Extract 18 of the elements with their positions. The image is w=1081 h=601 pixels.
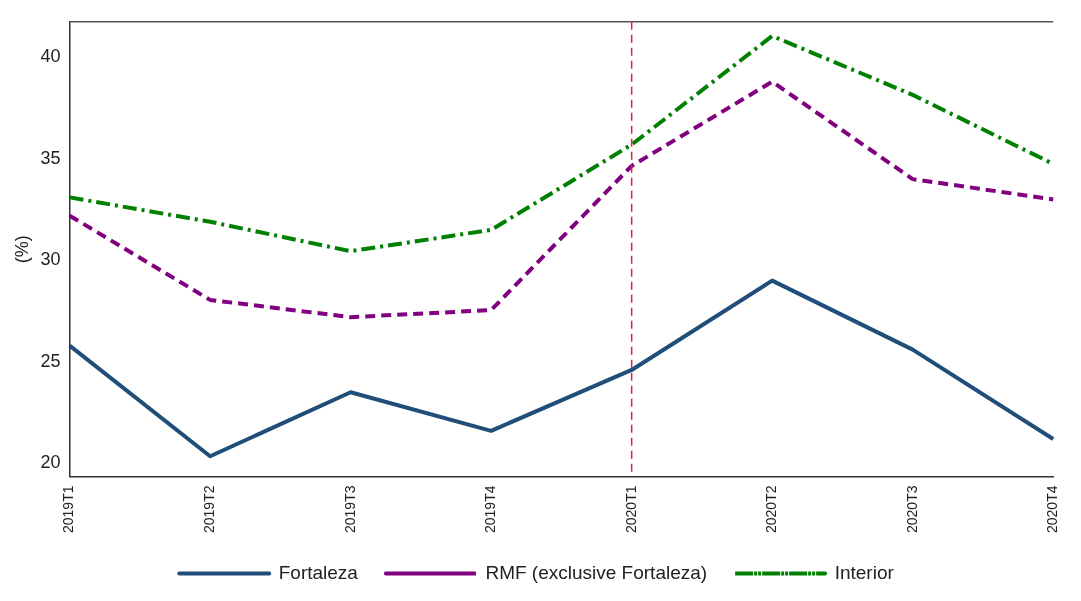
y-tick-label: 40	[40, 46, 61, 67]
x-tick-label: 2020T1	[622, 485, 639, 533]
legend-label: RMF (exclusive Fortaleza)	[485, 561, 708, 583]
x-tick-label: 2020T3	[903, 485, 920, 533]
line-series	[67, 79, 1056, 320]
y-tick-label: 20	[40, 452, 61, 473]
y-tick-label: 35	[40, 147, 61, 168]
x-tick-label: 2019T2	[200, 485, 217, 533]
x-tick-label: 2020T2	[763, 485, 780, 533]
y-tick-label: 25	[40, 350, 61, 371]
x-tick-label: 2019T3	[341, 485, 358, 533]
x-tick-label: 2019T4	[482, 485, 499, 533]
y-axis-title: (%)	[11, 235, 32, 264]
legend-label: Interior	[834, 561, 895, 583]
y-tick-label: 30	[40, 249, 61, 270]
legend-label: Fortaleza	[278, 561, 359, 583]
x-tick-label: 2019T1	[60, 485, 77, 533]
x-tick-label: 2020T4	[1044, 485, 1061, 533]
